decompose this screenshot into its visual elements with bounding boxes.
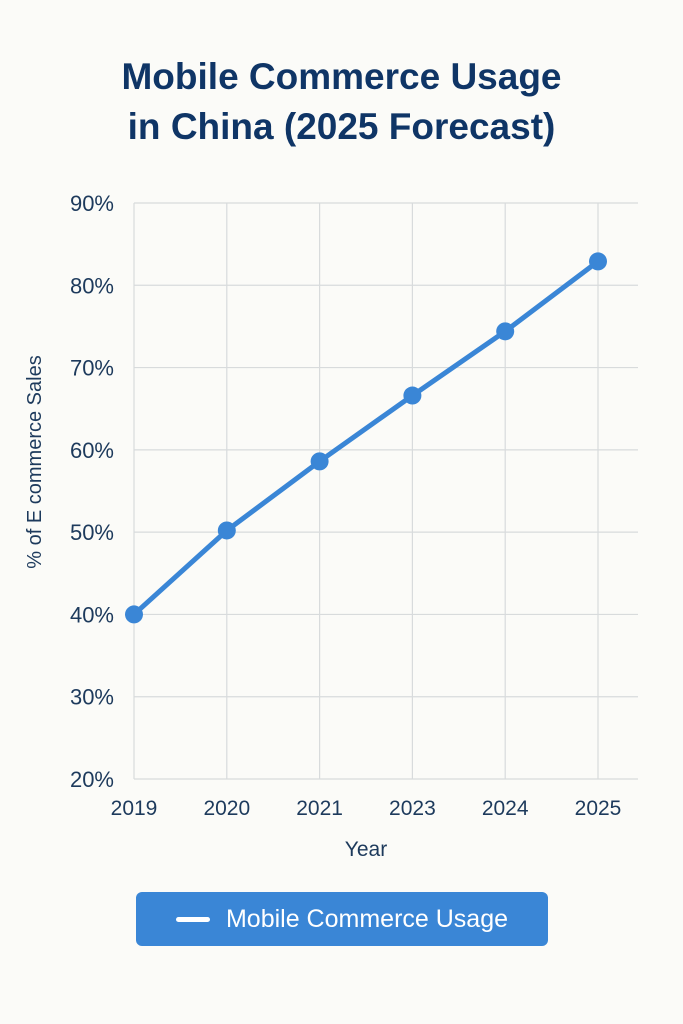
y-tick-label: 40%	[70, 602, 114, 627]
y-tick-label: 70%	[70, 356, 114, 381]
grid	[133, 202, 638, 780]
y-tick-label: 90%	[70, 191, 114, 216]
legend-swatch	[175, 916, 210, 922]
data-point	[125, 605, 143, 624]
x-axis-label: Year	[345, 838, 387, 861]
data-point	[217, 521, 236, 540]
y-tick-label: 60%	[70, 438, 114, 463]
x-tick-label: 2024	[482, 797, 529, 820]
legend: Mobile Commerce Usage	[136, 892, 548, 946]
chart-title: Mobile Commerce Usage in China (2025 For…	[0, 52, 683, 152]
y-axis-ticks: 20% 30% 40% 50% 60% 70% 80% 90%	[70, 191, 114, 792]
y-tick-label: 80%	[70, 273, 114, 298]
chart-title-line-1: Mobile Commerce Usage	[121, 56, 562, 97]
y-tick-label: 50%	[70, 520, 114, 545]
data-point	[310, 452, 329, 471]
y-tick-label: 30%	[70, 685, 114, 710]
y-tick-label: 20%	[70, 767, 114, 792]
legend-label: Mobile Commerce Usage	[225, 904, 509, 933]
data-point	[403, 386, 422, 405]
x-tick-label: 2025	[575, 797, 622, 820]
series-line	[131, 258, 601, 617]
data-point	[589, 252, 607, 271]
x-tick-label: 2020	[203, 797, 250, 820]
data-point	[496, 322, 515, 341]
line-chart: 20% 30% 40% 50% 60% 70% 80% 90% 2019 2020 2021 202…	[24, 191, 638, 861]
x-tick-label: 2021	[296, 797, 343, 820]
x-axis-ticks: 2019 2020 2021 2023 2024 2025	[111, 797, 622, 820]
y-axis-label: % of E commerce Sales	[24, 355, 46, 568]
series	[125, 252, 607, 624]
x-tick-label: 2023	[389, 797, 436, 820]
chart-title-line-2: in China (2025 Forecast)	[127, 106, 556, 147]
x-tick-label: 2019	[111, 797, 158, 820]
